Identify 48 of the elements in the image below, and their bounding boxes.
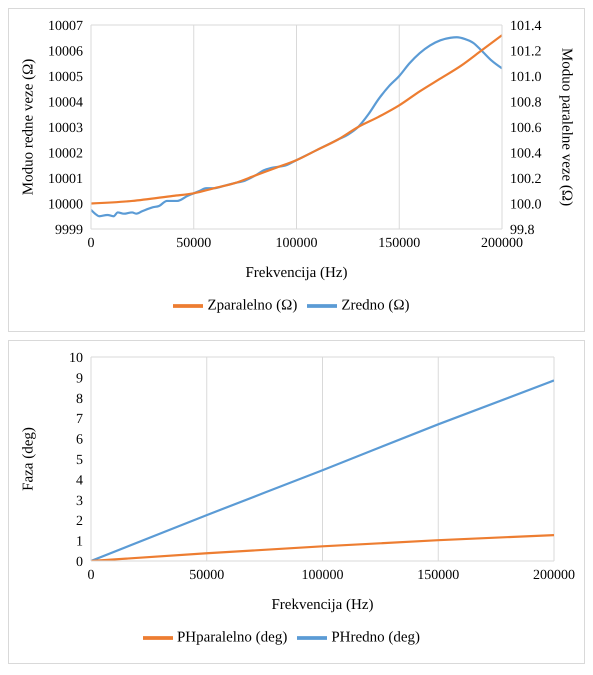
legend-label: Zredno (Ω) xyxy=(341,297,410,314)
y2-tick-label: 100.8 xyxy=(510,95,542,110)
legend-label: Zparalelno (Ω) xyxy=(207,297,298,314)
y-tick-label: 10 xyxy=(69,350,83,366)
y-tick-label: 3 xyxy=(76,494,83,509)
y-tick-label: 10003 xyxy=(48,120,83,136)
y2-axis-title: Moduo paralelne veze (Ω) xyxy=(558,48,575,206)
y-tick-label: 0 xyxy=(76,554,83,570)
y-tick-label: 5 xyxy=(76,452,83,468)
y-tick-label: 10001 xyxy=(48,172,83,187)
legend-label: PHparalelno (deg) xyxy=(176,629,288,646)
y2-tick-label: 100.6 xyxy=(510,120,542,136)
y-axis-title: Faza (deg) xyxy=(20,427,36,491)
y-tick-label: 9999 xyxy=(55,222,83,238)
y-tick-label: 10004 xyxy=(48,95,83,110)
x-tick-label: 100000 xyxy=(302,568,344,583)
y-tick-label: 4 xyxy=(76,473,83,488)
y-tick-label: 10005 xyxy=(48,70,83,85)
y-tick-label: 10002 xyxy=(48,146,83,162)
y-tick-label: 9 xyxy=(76,371,83,386)
x-tick-label: 200000 xyxy=(481,236,523,251)
y-tick-label: 1 xyxy=(76,534,83,550)
y2-tick-label: 101.2 xyxy=(510,44,542,60)
x-tick-label: 0 xyxy=(88,236,94,251)
x-tick-label: 100000 xyxy=(276,236,318,251)
y-tick-label: 7 xyxy=(76,412,83,428)
y-tick-label: 8 xyxy=(76,392,83,407)
y2-tick-label: 100.2 xyxy=(510,172,542,187)
x-tick-label: 0 xyxy=(88,568,94,583)
y-tick-label: 10007 xyxy=(48,18,83,34)
y2-tick-label: 100.4 xyxy=(510,146,542,162)
x-tick-label: 150000 xyxy=(417,568,460,583)
y2-tick-label: 101.4 xyxy=(510,18,542,34)
x-axis-title: Frekvencija (Hz) xyxy=(245,265,348,281)
y-tick-label: 2 xyxy=(76,514,83,530)
y2-tick-label: 101.0 xyxy=(510,70,542,85)
x-tick-label: 150000 xyxy=(378,236,420,251)
y-tick-label: 10006 xyxy=(48,44,83,60)
y-axis-title: Moduo redne veze (Ω) xyxy=(20,58,36,196)
y-tick-label: 6 xyxy=(76,432,83,448)
y2-tick-label: 100.0 xyxy=(510,197,542,212)
x-tick-label: 50000 xyxy=(176,236,212,251)
x-tick-label: 200000 xyxy=(533,568,575,583)
y2-tick-label: 99.8 xyxy=(510,222,534,238)
legend-label: PHredno (deg) xyxy=(331,629,420,646)
x-axis-title: Frekvencija (Hz) xyxy=(271,597,374,613)
x-tick-label: 50000 xyxy=(189,568,224,583)
y-tick-label: 10000 xyxy=(48,197,83,212)
